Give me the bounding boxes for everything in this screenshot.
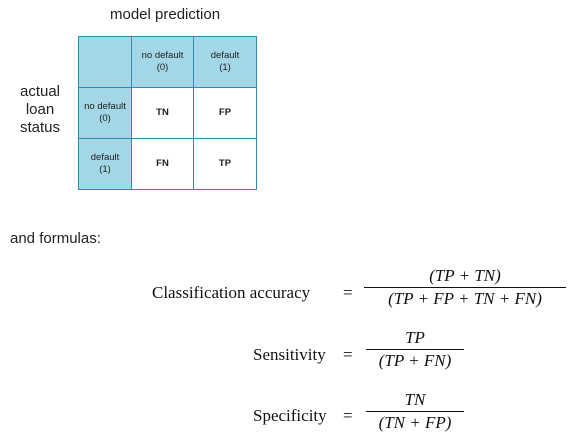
row-header-code: (0): [99, 113, 111, 124]
cell-false-positive: FP: [193, 87, 257, 139]
fraction-numerator: TP: [405, 328, 425, 347]
column-header-default: default (1): [193, 36, 257, 88]
fraction-numerator: TN: [404, 390, 426, 409]
fraction-bar: [364, 287, 566, 288]
fraction-bar: [366, 349, 464, 350]
fraction-numerator: (TP + TN): [429, 266, 501, 285]
confusion-matrix: no default (0) default (1) no default (0…: [78, 36, 257, 190]
row-axis-title-line: status: [19, 119, 61, 136]
fraction: TP (TP + FN): [366, 328, 464, 371]
equals-sign: =: [343, 345, 353, 364]
equals-sign: =: [343, 406, 353, 425]
row-header-no-default: no default (0): [78, 87, 132, 139]
formula-name: Sensitivity: [253, 345, 326, 364]
formulas-intro: and formulas:: [10, 230, 101, 247]
cell-false-negative: FN: [131, 138, 194, 190]
fraction: TN (TN + FP): [366, 390, 464, 433]
row-header-code: (1): [99, 164, 111, 175]
matrix-corner-cell: [78, 36, 132, 88]
row-axis-title-line: loan: [25, 101, 55, 118]
formula-name: Classification accuracy: [152, 283, 311, 302]
column-header-no-default: no default (0): [131, 36, 194, 88]
equals-sign: =: [343, 283, 353, 302]
column-header-label: no default: [141, 50, 184, 61]
row-axis-title: actual loan status: [8, 83, 72, 137]
cell-true-negative: TN: [131, 87, 194, 139]
row-header-label: no default: [84, 101, 126, 112]
fraction-denominator: (TP + FN): [378, 351, 452, 370]
row-header-default: default (1): [78, 138, 132, 190]
cell-true-positive: TP: [193, 138, 257, 190]
formula-name: Specificity: [253, 406, 327, 425]
fraction-denominator: (TN + FP): [378, 413, 452, 432]
column-header-code: (0): [156, 62, 169, 73]
column-axis-title: model prediction: [110, 6, 221, 23]
row-header-label: default: [90, 152, 120, 163]
column-header-code: (1): [219, 62, 231, 73]
row-axis-title-line: actual: [19, 83, 61, 100]
fraction: (TP + TN) (TP + FP + TN + FN): [364, 266, 566, 309]
fraction-denominator: (TP + FP + TN + FN): [388, 289, 542, 308]
column-header-label: default: [210, 50, 240, 61]
fraction-bar: [366, 411, 464, 412]
